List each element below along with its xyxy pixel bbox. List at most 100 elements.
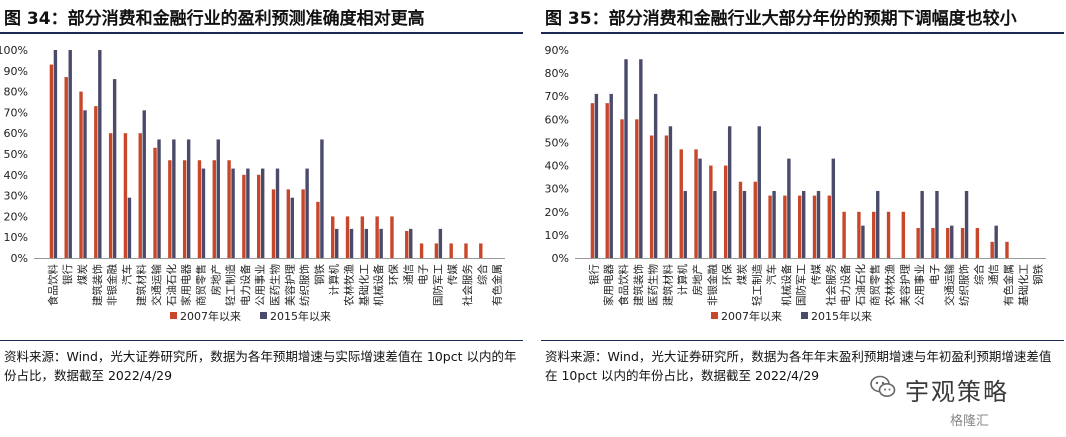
legend-label-since-2007: 2007年以来	[180, 309, 241, 323]
y-tick-label: 20%	[4, 210, 28, 223]
y-tick-label: 80%	[545, 67, 569, 80]
bar-since-2007	[123, 133, 128, 258]
category-label: 公用事业	[913, 264, 926, 306]
category-label: 交通运输	[943, 264, 956, 306]
category-label: 轻工制造	[224, 264, 237, 306]
y-tick-label: 10%	[4, 231, 28, 244]
bar-since-2015	[787, 158, 791, 258]
bar-since-2007	[138, 133, 142, 258]
bar-since-2015	[742, 190, 747, 258]
bar-since-2007	[797, 195, 802, 258]
bar-since-2015	[639, 59, 643, 258]
figure-34-source: 资料来源：Wind，光大证券研究所，数据为各年预期增速与实际增速差值在 10pc…	[4, 349, 517, 383]
bar-since-2007	[271, 189, 276, 258]
bar-since-2007	[1005, 241, 1009, 258]
category-label: 建筑材料	[661, 264, 674, 306]
bar-since-2015	[290, 197, 295, 258]
legend-swatch-since-2007	[170, 312, 177, 319]
bar-since-2015	[994, 225, 998, 258]
category-label: 建筑装饰	[632, 264, 645, 306]
category-label: 环保	[387, 264, 400, 285]
bar-since-2015	[624, 59, 628, 258]
category-label: 综合	[972, 264, 985, 285]
figure-34: 图 34：部分消费和金融行业的盈利预测准确度相对更高 0% 10% 20% 30% 40…	[0, 0, 523, 437]
bar-since-2015	[335, 228, 339, 258]
bar-since-2007	[916, 227, 920, 258]
bar-since-2015	[364, 228, 369, 258]
bar-since-2015	[216, 139, 220, 258]
bar-since-2007	[197, 160, 202, 258]
bar-since-2007	[256, 174, 261, 258]
category-label: 有色金属	[1002, 264, 1015, 306]
category-label: 纺织服饰	[298, 264, 311, 306]
bar-since-2015	[409, 228, 413, 258]
bar-since-2007	[405, 230, 409, 258]
category-label: 机械设备	[372, 264, 385, 306]
category-label: 银行	[61, 264, 74, 285]
bar-since-2007	[827, 195, 832, 258]
bar-since-2007	[753, 181, 757, 258]
category-label: 电子	[928, 264, 941, 285]
bar-since-2007	[649, 135, 654, 258]
y-tick-label: 90%	[4, 65, 28, 78]
watermark-small: 格隆汇	[950, 414, 990, 429]
category-label: 钢铁	[313, 264, 326, 285]
bar-since-2007	[842, 211, 846, 258]
figure-35-bottom-rule	[541, 340, 1064, 341]
category-label: 汽车	[765, 264, 778, 285]
bar-since-2015	[112, 79, 117, 258]
category-label: 通信	[403, 264, 415, 285]
bar-since-2015	[231, 168, 235, 258]
bar-since-2007	[605, 103, 609, 259]
bar-since-2007	[94, 106, 98, 258]
category-label: 公用事业	[254, 264, 267, 306]
category-label: 煤炭	[76, 264, 89, 285]
bar-since-2007	[49, 64, 54, 258]
category-label: 计算机	[676, 264, 689, 296]
bar-since-2007	[375, 216, 379, 258]
category-label: 房地产	[209, 264, 222, 296]
bar-since-2007	[723, 165, 728, 258]
bar-since-2007	[990, 241, 994, 258]
category-label: 建筑材料	[135, 264, 148, 306]
category-label: 电子	[417, 264, 430, 285]
category-label: 建筑装饰	[91, 264, 104, 306]
y-tick-label: 60%	[545, 113, 569, 126]
category-label: 国防军工	[431, 264, 444, 306]
category-label: 美容护理	[898, 264, 911, 306]
category-label: 美容护理	[283, 264, 296, 306]
bar-since-2007	[679, 149, 683, 258]
bar-since-2015	[98, 50, 102, 258]
bar-since-2007	[812, 195, 817, 258]
bar-since-2007	[664, 135, 669, 258]
y-tick-label: 10%	[545, 229, 569, 242]
bar-since-2015	[379, 228, 383, 258]
bar-since-2007	[286, 189, 291, 258]
bar-since-2007	[783, 195, 787, 258]
bar-since-2015	[713, 190, 717, 258]
bar-since-2015	[142, 110, 146, 258]
y-tick-label: 90%	[545, 44, 569, 57]
bar-since-2007	[464, 243, 468, 258]
y-tick-label: 30%	[4, 190, 28, 203]
bar-since-2007	[620, 119, 624, 258]
bar-since-2007	[590, 103, 595, 259]
category-label: 农林牧渔	[343, 264, 356, 306]
bar-since-2007	[419, 243, 424, 258]
y-tick-label: 0%	[11, 252, 28, 265]
bar-since-2007	[301, 189, 305, 258]
figure-35-source: 资料来源：Wind，光大证券研究所，数据为各年年末盈利预期增速与年初盈利预期增速…	[545, 349, 1052, 383]
category-label: 石油石化	[165, 264, 178, 306]
bar-since-2007	[390, 216, 394, 258]
bar-since-2015	[950, 225, 954, 258]
bar-since-2015	[320, 139, 324, 258]
bar-since-2007	[360, 216, 365, 258]
category-label: 计算机	[328, 264, 341, 296]
bar-since-2007	[449, 243, 453, 258]
bar-since-2015	[68, 50, 72, 258]
watermark-title: 宇观策略	[905, 378, 1009, 406]
bar-since-2007	[857, 211, 861, 258]
y-tick-label: 40%	[545, 160, 569, 173]
bar-since-2007	[738, 181, 743, 258]
category-label: 石油石化	[854, 264, 867, 306]
